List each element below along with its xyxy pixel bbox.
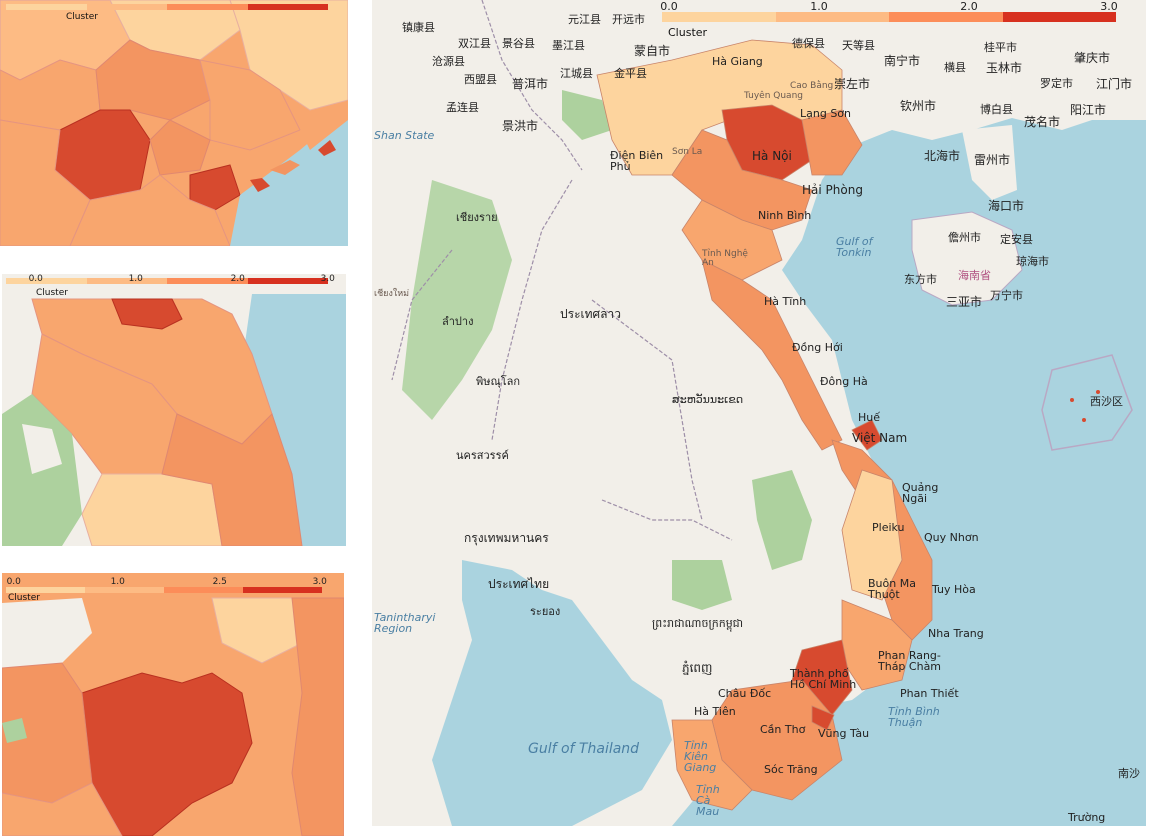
label-th5: พิษณุโลก xyxy=(476,375,521,388)
zoom-panel-north[interactable]: Cluster xyxy=(0,0,348,246)
label-cn-sea: 南沙 xyxy=(1118,767,1140,780)
label-cn23: 玉林市 xyxy=(986,61,1023,75)
label-vn30: Sơn La xyxy=(672,147,703,157)
label-vn1: Hà Giang xyxy=(712,55,763,68)
zoom-map-central xyxy=(2,274,346,546)
label-cn19: 儋州市 xyxy=(948,231,981,244)
label-vn33: Cao Bằng xyxy=(790,81,834,91)
label-cn2: 双江县 xyxy=(458,37,491,50)
label-cn1: 镇康县 xyxy=(402,21,435,34)
label-vn26: Tỉnh Kiên Giang xyxy=(684,739,717,774)
label-vn5: Điện Biên Phủ xyxy=(610,149,664,173)
label-vn14: Quy Nhơn xyxy=(924,531,979,544)
label-cn18: 海口市 xyxy=(988,199,1025,213)
label-cn22: 阳江市 xyxy=(1070,103,1107,117)
label-th8: เชียงใหม่ xyxy=(374,289,410,299)
label-cn9: 江城县 xyxy=(560,67,593,80)
label-cn6: 沧源县 xyxy=(432,55,465,68)
label-cn15: 钦州市 xyxy=(900,99,937,113)
label-vn21: Tỉnh Bình Thuận xyxy=(888,705,940,729)
label-vn28: Trường xyxy=(1068,811,1106,824)
label-vn2: Lạng Sơn xyxy=(800,107,852,120)
label-cn7: 西盟县 xyxy=(464,73,497,86)
label-th3: ระยอง xyxy=(530,605,561,618)
label-mm1: Tanintharyi Region xyxy=(374,611,436,635)
label-vn11: Việt Nam xyxy=(852,431,908,445)
label-cn14: 崇左市 xyxy=(834,77,871,91)
label-vn8: Đồng Hới xyxy=(792,341,843,354)
label-cn12: 景洪市 xyxy=(502,119,539,133)
label-sea1: Gulf of Tonkin xyxy=(836,235,873,259)
label-vn29: Châu Đốc xyxy=(718,687,772,700)
label-cn17: 雷州市 xyxy=(974,153,1011,167)
label-cn28: 东方市 xyxy=(904,273,937,286)
label-vn6: Ninh Bình xyxy=(758,209,812,222)
label-cn27: 琼海市 xyxy=(1016,255,1049,268)
label-th1: ประเทศไทย xyxy=(488,577,550,591)
label-vn15: Buôn Ma Thuột xyxy=(868,577,916,601)
label-vn20: Phan Thiết xyxy=(900,687,959,700)
label-cn25: 江门市 xyxy=(1096,77,1133,91)
label-cn10: 金平县 xyxy=(614,67,647,80)
label-sea2: Gulf of Thailand xyxy=(528,741,640,757)
label-vn25: Hà Tiên xyxy=(694,705,736,718)
label-la2: ສະຫວັນນະເຂດ xyxy=(672,393,744,406)
label-cn32: 天等县 xyxy=(842,39,875,52)
zoom-panel-central[interactable]: 0.0 1.0 2.0 3.0 Cluster xyxy=(2,274,346,546)
label-vn7: Hà Tĩnh xyxy=(764,295,807,308)
label-cn5: 蒙自市 xyxy=(634,44,671,58)
label-th2: กรุงเทพมหานคร xyxy=(464,531,549,545)
label-cn24: 肇庆市 xyxy=(1074,51,1111,65)
label-vn19: Thành phố Hồ Chí Minh xyxy=(790,667,857,691)
label-th4: นครสวรรค์ xyxy=(456,449,509,462)
label-vn31: Tỉnh Nghệ An xyxy=(702,249,748,268)
label-vn4: Hải Phòng xyxy=(802,183,863,197)
label-cn21: 茂名市 xyxy=(1024,115,1061,129)
label-cn36: 横县 xyxy=(944,61,966,74)
label-cn39: 开远市 xyxy=(612,13,645,26)
label-vn17: Nha Trang xyxy=(928,627,984,640)
label-cn26: 万宁市 xyxy=(990,289,1023,302)
zoom-map-north xyxy=(0,0,348,246)
label-vn23: Cần Thơ xyxy=(760,723,806,736)
label-cn8: 普洱市 xyxy=(512,77,549,91)
label-cn31: 德保县 xyxy=(792,37,825,50)
label-cn4: 墨江县 xyxy=(552,39,585,52)
label-vn27: Tỉnh Cà Mau xyxy=(696,783,720,818)
label-cn35: 博白县 xyxy=(980,103,1013,116)
label-th7: เชียงราย xyxy=(456,211,498,224)
label-cn13: 南宁市 xyxy=(884,54,921,68)
label-vn16: Tuy Hòa xyxy=(932,583,976,596)
label-shan: Shan State xyxy=(374,129,435,142)
label-vn9: Đông Hà xyxy=(820,375,868,388)
label-cn3: 景谷县 xyxy=(502,37,535,50)
label-vn10: Huế xyxy=(858,411,881,424)
label-th6: ลำปาง xyxy=(442,315,474,328)
label-cn16: 北海市 xyxy=(924,149,961,163)
main-map[interactable]: 0.0 1.0 2.0 3.0 Cluster 镇康县 双江县 景谷县 墨江县 … xyxy=(372,0,1146,826)
label-kh2: ព្រះរាជាណាចក្រកម្ពុជា xyxy=(652,617,744,630)
label-cn20: 三亚市 xyxy=(946,295,983,309)
zoom-map-south xyxy=(2,573,344,836)
label-cn33: 桂平市 xyxy=(984,41,1017,54)
label-cn38: 元江县 xyxy=(568,13,601,26)
label-vn3: Hà Nội xyxy=(752,149,792,163)
label-cn30: 西沙区 xyxy=(1090,395,1123,408)
label-cn34: 罗定市 xyxy=(1040,77,1073,90)
label-cn37: 定安县 xyxy=(1000,233,1033,246)
label-kh1: ភ្នំពេញ xyxy=(682,661,713,675)
label-la1: ประเทศลาว xyxy=(560,307,621,321)
label-vn24: Sóc Trăng xyxy=(764,763,818,776)
label-vn12: Quảng Ngãi xyxy=(902,481,939,505)
label-vn32: Tuyên Quang xyxy=(744,91,803,101)
zoom-panel-south[interactable]: 0.0 1.0 2.5 3.0 Cluster xyxy=(2,573,344,836)
label-vn13: Pleiku xyxy=(872,521,905,534)
label-cn29: 海南省 xyxy=(958,269,991,282)
main-map-canvas xyxy=(372,0,1146,826)
label-cn11: 孟连县 xyxy=(446,101,479,114)
label-vn18: Phan Rang-Tháp Chàm xyxy=(878,649,942,673)
label-vn22: Vũng Tàu xyxy=(818,727,870,740)
